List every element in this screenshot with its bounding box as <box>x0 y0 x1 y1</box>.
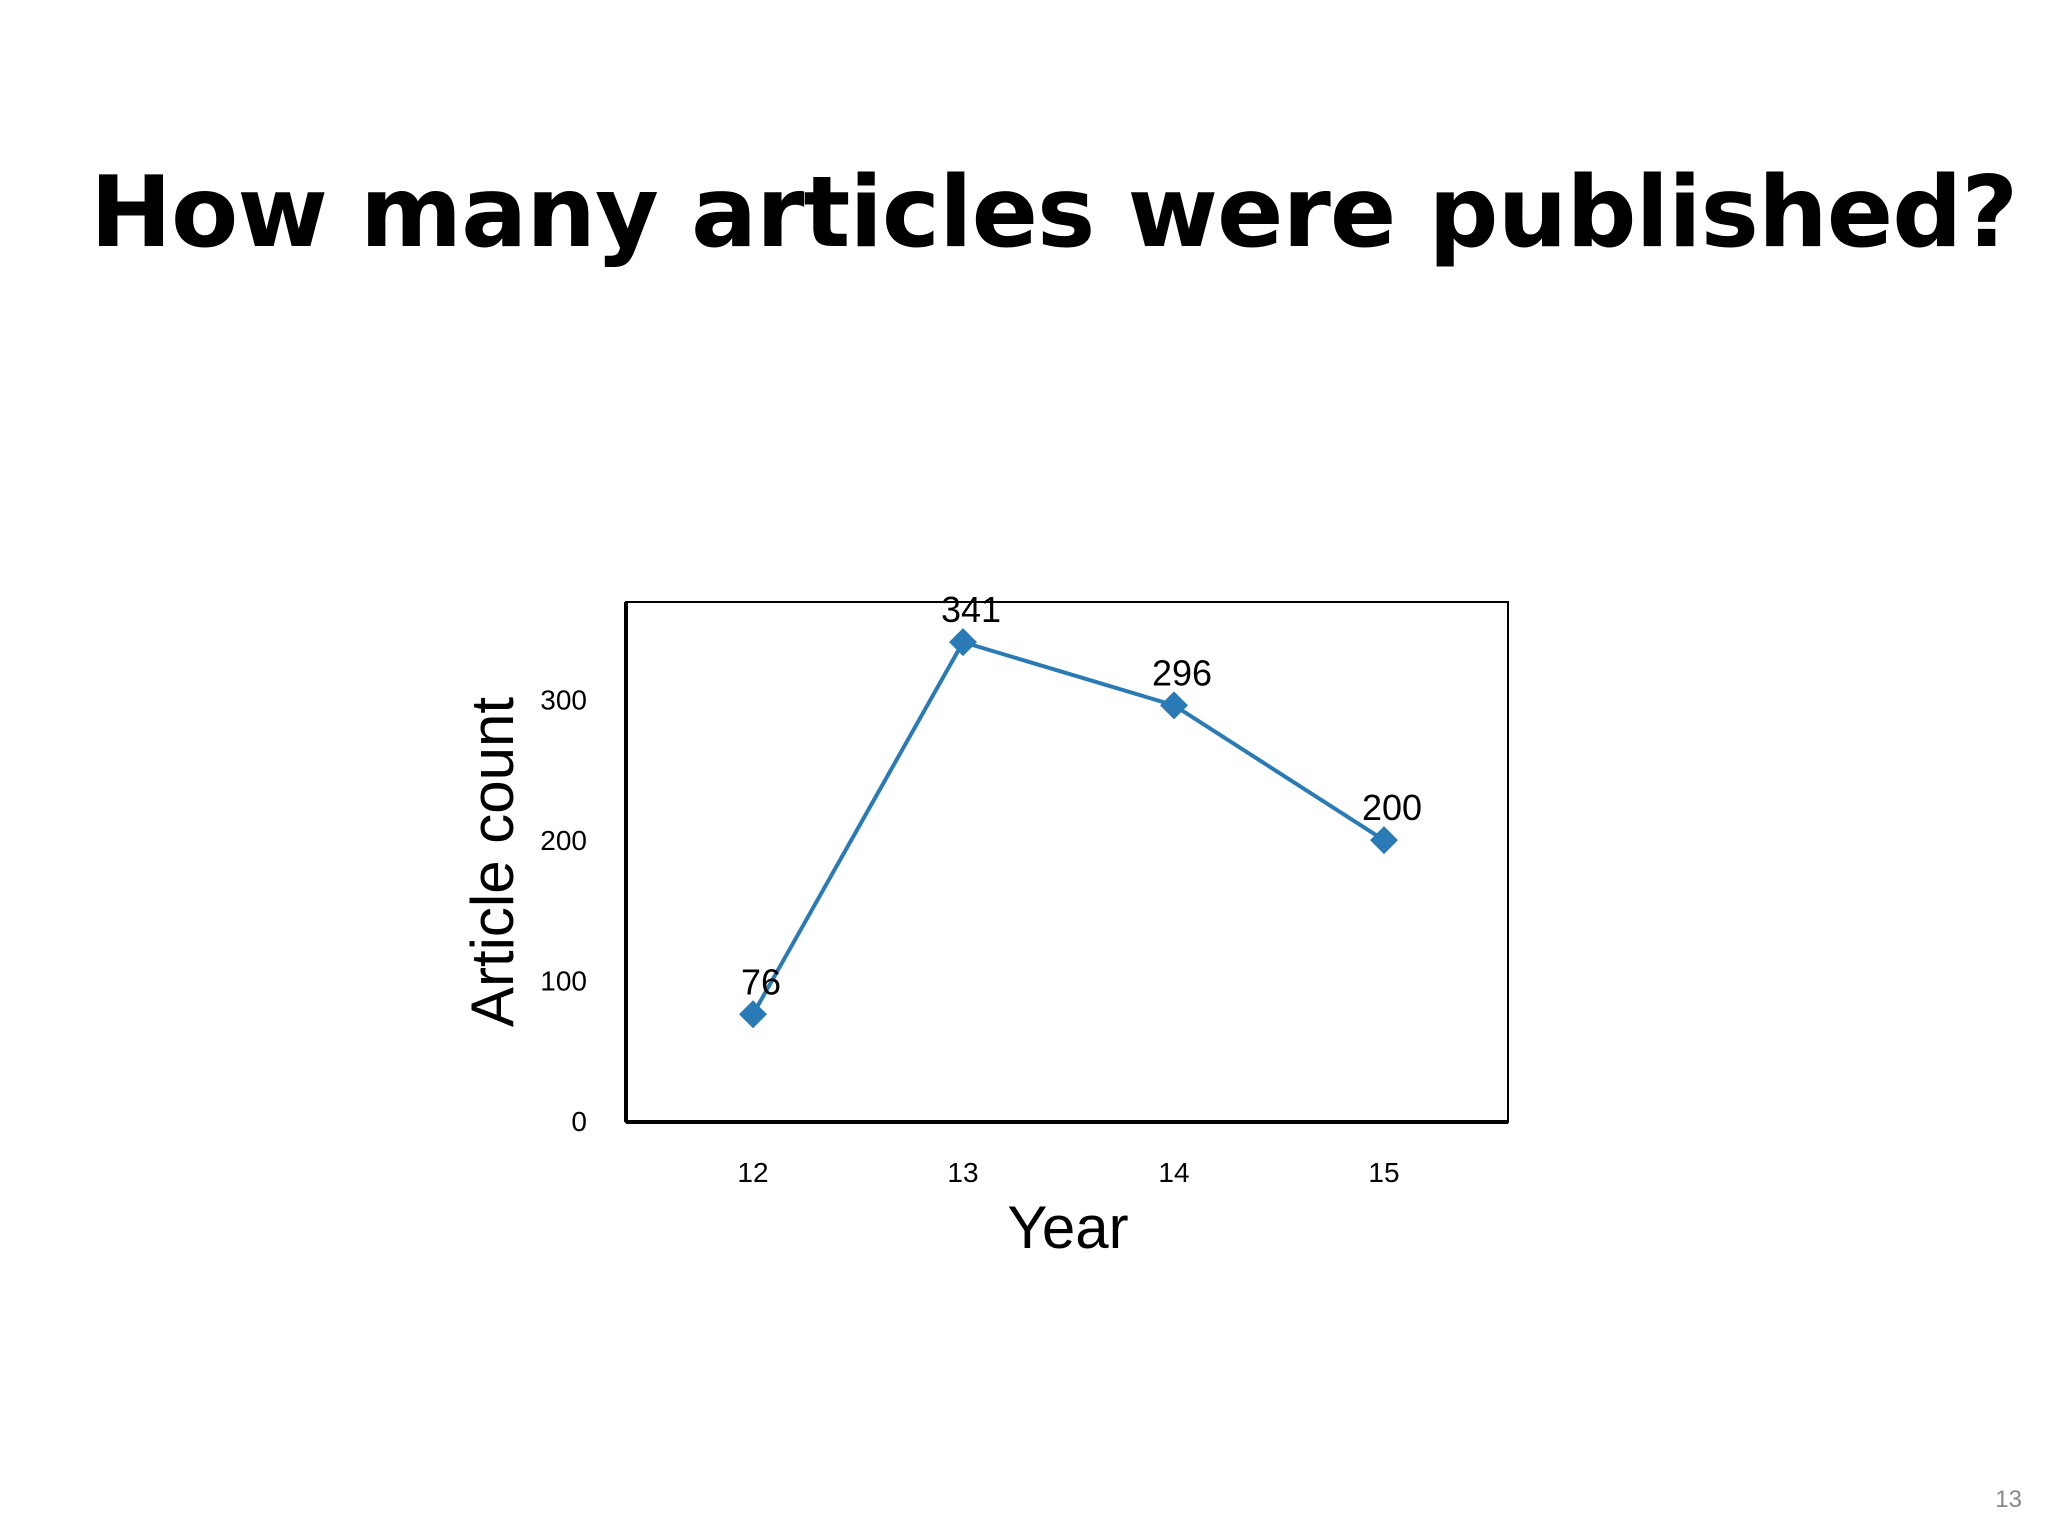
chart-plot: 0 100 200 300 12 13 14 15 Year Article count 76 341… <box>459 589 1509 1261</box>
x-tick-label: 15 <box>1368 1157 1399 1188</box>
x-tick-label: 13 <box>947 1157 978 1188</box>
data-point-marker <box>1370 826 1398 855</box>
data-label: 341 <box>941 589 1001 630</box>
x-tick-label: 12 <box>737 1157 768 1188</box>
slide-title: How many articles were published? <box>90 156 2018 270</box>
y-tick-label: 100 <box>540 966 587 997</box>
y-axis-title: Article count <box>459 697 526 1027</box>
y-tick-label: 200 <box>540 825 587 856</box>
y-tick-label: 300 <box>540 685 587 716</box>
data-point-marker <box>739 1000 767 1029</box>
x-tick-label: 14 <box>1158 1157 1189 1188</box>
data-point-marker <box>1160 691 1188 720</box>
plot-frame <box>625 601 1509 1123</box>
x-axis-title: Year <box>1007 1194 1128 1261</box>
y-tick-label: 0 <box>571 1106 587 1137</box>
series-line <box>751 640 1386 1016</box>
data-point-marker <box>949 628 977 657</box>
data-label: 76 <box>741 961 781 1002</box>
data-label: 296 <box>1152 652 1212 693</box>
data-label: 200 <box>1362 787 1422 828</box>
page-number: 13 <box>1995 1486 2022 1513</box>
